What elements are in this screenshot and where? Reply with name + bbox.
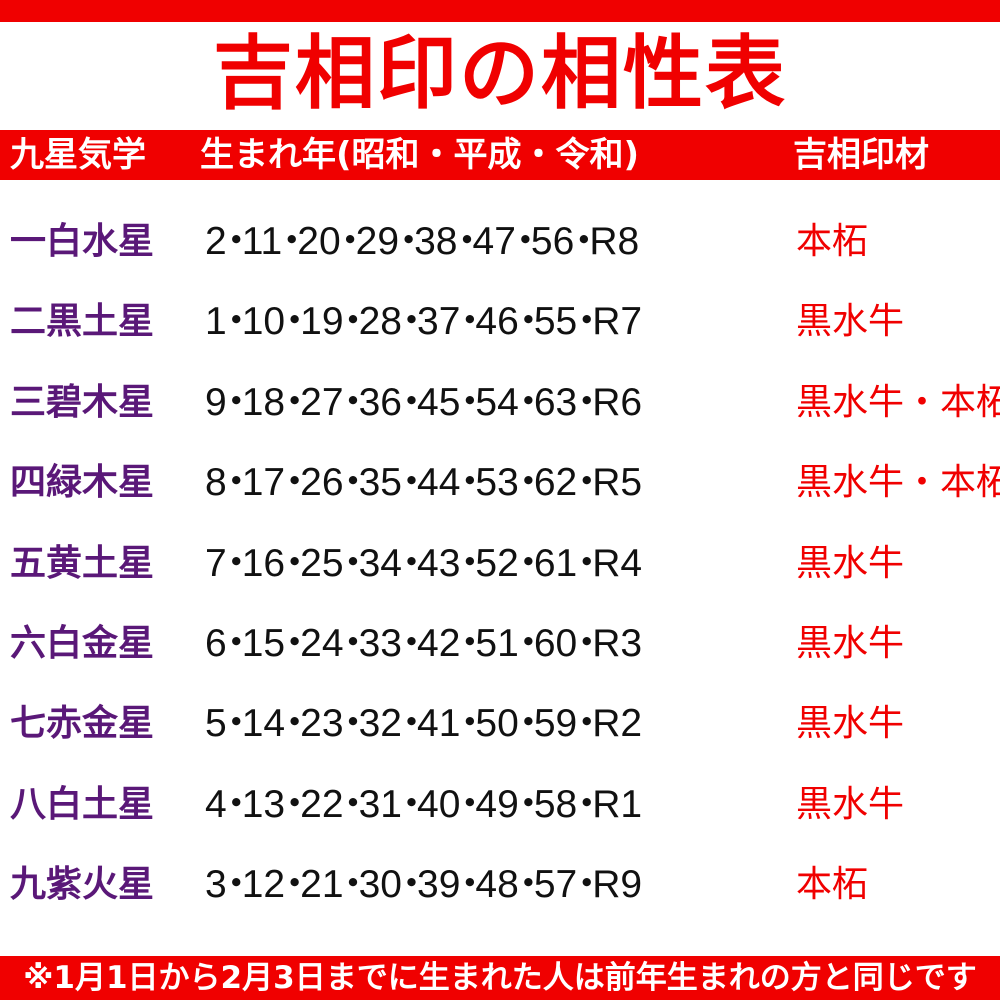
table-row: 六白金星 6・15・24・33・42・51・60・R3 黒水牛	[0, 609, 1000, 679]
star-name: 一白水星	[10, 221, 155, 262]
header-material: 吉相印材	[793, 135, 929, 175]
birth-years: 2・11・20・29・38・47・56・R8	[205, 220, 640, 263]
material: 黒水牛・本柘	[796, 381, 1000, 423]
birth-years: 6・15・24・33・42・51・60・R3	[205, 622, 643, 665]
material: 黒水牛・本柘	[796, 462, 1000, 504]
top-red-bar	[0, 0, 1000, 22]
table-row: 一白水星 2・11・20・29・38・47・56・R8 本柘	[0, 207, 1000, 277]
birth-years: 1・10・19・28・37・46・55・R7	[205, 300, 643, 344]
star-name: 三碧木星	[10, 381, 155, 423]
material: 黒水牛	[796, 542, 905, 584]
star-name: 五黄土星	[10, 542, 155, 584]
star-name: 八白土星	[10, 783, 155, 825]
star-name: 二黒土星	[10, 301, 155, 343]
material: 本柘	[796, 864, 869, 906]
material: 黒水牛	[796, 783, 905, 825]
table-row: 四緑木星 8・17・26・35・44・53・62・R5 黒水牛・本柘	[0, 448, 1000, 518]
birth-years: 4・13・22・31・40・49・58・R1	[205, 782, 643, 826]
page-title: 吉相印の相性表	[213, 27, 787, 120]
star-name: 四緑木星	[10, 462, 155, 504]
table-row: 五黄土星 7・16・25・34・43・52・61・R4 黒水牛	[0, 529, 1000, 599]
birth-years: 5・14・23・32・41・50・59・R2	[205, 702, 643, 746]
table-row: 七赤金星 5・14・23・32・41・50・59・R2 黒水牛	[0, 689, 1000, 759]
table-row: 三碧木星 9・18・27・36・45・54・63・R6 黒水牛・本柘	[0, 368, 1000, 438]
footnote: ※1月1日から2月3日までに生まれた人は前年生まれの方と同じです	[0, 956, 1000, 1000]
header-star: 九星気学	[10, 135, 146, 175]
birth-years: 8・17・26・35・44・53・62・R5	[205, 461, 643, 505]
header-years: 生まれ年(昭和・平成・令和)	[200, 135, 640, 175]
birth-years: 7・16・25・34・43・52・61・R4	[205, 541, 643, 585]
table-row: 八白土星 4・13・22・31・40・49・58・R1 黒水牛	[0, 770, 1000, 840]
material: 黒水牛	[796, 301, 905, 343]
star-name: 七赤金星	[10, 703, 155, 745]
star-name: 九紫火星	[10, 864, 155, 906]
material: 黒水牛	[796, 623, 905, 664]
material: 黒水牛	[796, 703, 905, 745]
table-row: 九紫火星 3・12・21・30・39・48・57・R9 本柘	[0, 850, 1000, 920]
table-row: 二黒土星 1・10・19・28・37・46・55・R7 黒水牛	[0, 287, 1000, 357]
table-header: 九星気学 生まれ年(昭和・平成・令和) 吉相印材	[0, 130, 1000, 180]
star-name: 六白金星	[10, 623, 155, 664]
birth-years: 3・12・21・30・39・48・57・R9	[205, 863, 643, 907]
material: 本柘	[796, 221, 869, 262]
birth-years: 9・18・27・36・45・54・63・R6	[205, 380, 643, 424]
